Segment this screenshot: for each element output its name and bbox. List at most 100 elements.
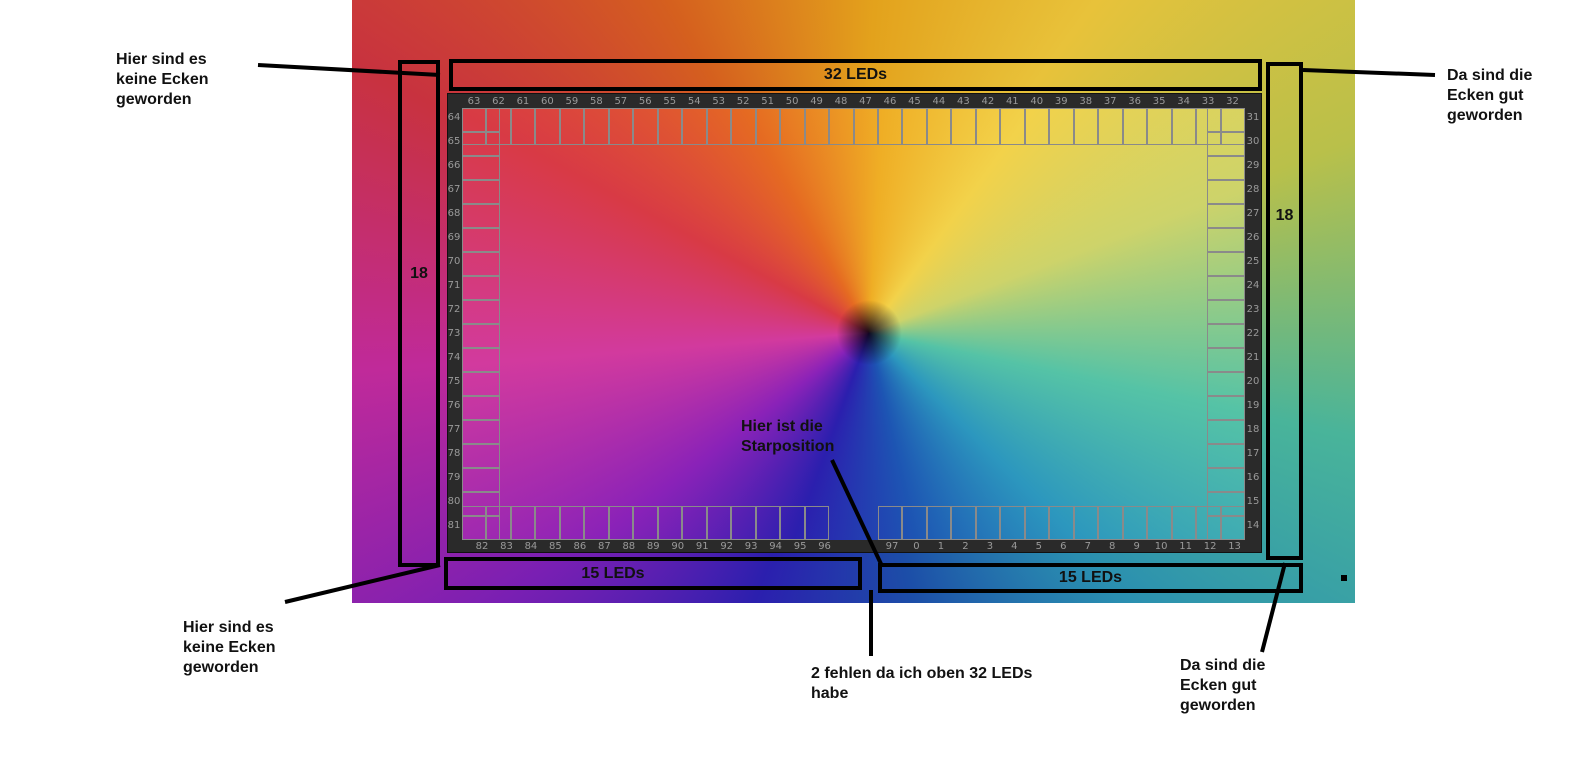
led-cell[interactable] (951, 108, 976, 145)
led-cell[interactable] (951, 506, 976, 540)
led-cell[interactable] (584, 108, 609, 145)
led-cell[interactable] (804, 108, 830, 145)
led-cell[interactable] (1220, 506, 1246, 540)
led-cell[interactable] (1073, 506, 1099, 540)
led-cell[interactable] (804, 506, 830, 540)
led-cell[interactable] (535, 108, 560, 145)
led-cell[interactable] (1207, 276, 1245, 300)
led-cell[interactable] (462, 204, 500, 228)
led-cell[interactable] (829, 108, 854, 145)
led-cell[interactable] (486, 506, 511, 540)
led-cell[interactable] (462, 372, 500, 396)
led-cell[interactable] (1207, 444, 1245, 468)
led-cell[interactable] (975, 108, 1001, 145)
led-cell[interactable] (462, 348, 500, 372)
led-cell[interactable] (1171, 108, 1197, 145)
led-cell[interactable] (462, 156, 500, 180)
led-cell[interactable] (1073, 108, 1099, 145)
led-cell[interactable] (1207, 324, 1245, 348)
led-cell[interactable] (926, 506, 952, 540)
led-cell[interactable] (462, 228, 500, 252)
bottom-right-box-label: 15 LEDs (1058, 569, 1123, 586)
led-number: 30 (1246, 136, 1260, 147)
led-cell[interactable] (584, 506, 609, 540)
led-cell[interactable] (510, 506, 536, 540)
led-number: 14 (1246, 520, 1260, 531)
led-cell[interactable] (1207, 468, 1245, 492)
led-cell[interactable] (462, 108, 500, 132)
led-cell[interactable] (1171, 506, 1197, 540)
led-cell[interactable] (633, 506, 658, 540)
led-cell[interactable] (1000, 506, 1025, 540)
led-cell[interactable] (559, 506, 585, 540)
led-cell[interactable] (706, 506, 732, 540)
led-cell[interactable] (878, 506, 903, 540)
led-cell[interactable] (657, 506, 683, 540)
led-cell[interactable] (1122, 506, 1148, 540)
led-cell[interactable] (462, 324, 500, 348)
led-cell[interactable] (1207, 180, 1245, 204)
led-cell[interactable] (1207, 204, 1245, 228)
led-cell[interactable] (1000, 108, 1025, 145)
led-cell[interactable] (755, 108, 781, 145)
led-cell[interactable] (1207, 300, 1245, 324)
right-box-label: 18 (1275, 207, 1294, 224)
led-cell[interactable] (780, 506, 805, 540)
led-cell[interactable] (1207, 156, 1245, 180)
led-cell[interactable] (1049, 506, 1074, 540)
led-cell[interactable] (510, 108, 536, 145)
led-cell[interactable] (755, 506, 781, 540)
led-cell[interactable] (682, 506, 707, 540)
led-cell[interactable] (535, 506, 560, 540)
led-cell[interactable] (1207, 348, 1245, 372)
led-cell[interactable] (853, 108, 878, 145)
led-cell[interactable] (462, 252, 500, 276)
led-cell[interactable] (462, 132, 500, 156)
led-cell[interactable] (1196, 506, 1221, 540)
led-cell[interactable] (462, 420, 500, 444)
led-number: 24 (1246, 280, 1260, 291)
led-cell[interactable] (657, 108, 683, 145)
led-cell[interactable] (608, 506, 634, 540)
led-number: 4 (1011, 541, 1018, 552)
led-cell[interactable] (706, 108, 732, 145)
led-cell[interactable] (462, 300, 500, 324)
led-cell[interactable] (462, 468, 500, 492)
led-cell[interactable] (1207, 132, 1245, 156)
led-cell[interactable] (1024, 108, 1050, 145)
led-cell[interactable] (1207, 108, 1245, 132)
led-cell[interactable] (902, 108, 927, 145)
led-cell[interactable] (1098, 108, 1123, 145)
led-cell[interactable] (731, 506, 756, 540)
led-cell[interactable] (975, 506, 1001, 540)
led-cell[interactable] (1098, 506, 1123, 540)
led-cell[interactable] (902, 506, 927, 540)
led-cell[interactable] (462, 506, 487, 540)
led-cell[interactable] (1049, 108, 1074, 145)
led-cell[interactable] (1147, 108, 1172, 145)
led-cell[interactable] (1207, 420, 1245, 444)
led-cell[interactable] (1024, 506, 1050, 540)
led-cell[interactable] (1207, 252, 1245, 276)
led-number: 56 (638, 96, 652, 107)
led-cell[interactable] (559, 108, 585, 145)
led-cell[interactable] (877, 108, 903, 145)
led-cell[interactable] (462, 180, 500, 204)
led-cell[interactable] (1122, 108, 1148, 145)
led-cell[interactable] (608, 108, 634, 145)
led-cell[interactable] (462, 276, 500, 300)
led-cell[interactable] (462, 396, 500, 420)
led-cell[interactable] (780, 108, 805, 145)
bottom-left-box-label: 15 LEDs (581, 564, 645, 582)
led-cell[interactable] (462, 444, 500, 468)
led-cell[interactable] (1207, 396, 1245, 420)
led-cell[interactable] (1207, 492, 1245, 516)
led-cell[interactable] (1147, 506, 1172, 540)
led-cell[interactable] (1207, 372, 1245, 396)
led-cell[interactable] (1207, 228, 1245, 252)
led-cell[interactable] (682, 108, 707, 145)
led-cell[interactable] (462, 492, 500, 516)
led-cell[interactable] (633, 108, 658, 145)
led-cell[interactable] (926, 108, 952, 145)
led-cell[interactable] (731, 108, 756, 145)
